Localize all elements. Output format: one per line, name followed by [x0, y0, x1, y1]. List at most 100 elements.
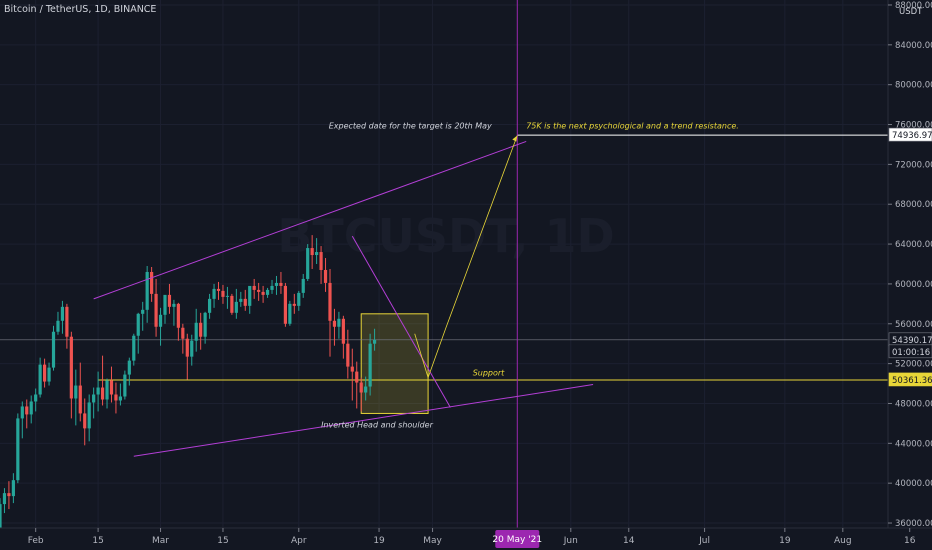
- price-tick-label: 64000.00: [895, 240, 932, 250]
- candle-body: [78, 385, 82, 414]
- candle: [29, 395, 33, 424]
- candle: [261, 285, 265, 303]
- candle: [83, 398, 87, 446]
- candle: [372, 328, 377, 351]
- candle: [234, 288, 238, 319]
- candle: [34, 388, 38, 412]
- candle-body: [279, 282, 283, 286]
- price-axis[interactable]: [888, 0, 932, 528]
- time-tick-label: 14: [623, 536, 635, 546]
- candle: [283, 282, 287, 327]
- time-axis[interactable]: [0, 528, 932, 550]
- candle-body: [38, 364, 42, 395]
- candle-body: [47, 367, 51, 382]
- candle-body: [11, 480, 15, 497]
- candle: [114, 382, 118, 414]
- candle-body: [51, 331, 56, 368]
- candles: [0, 235, 377, 533]
- candle-body: [0, 504, 2, 531]
- time-tick-label: Mar: [152, 536, 169, 546]
- candle: [51, 325, 56, 371]
- candle-body: [172, 303, 176, 307]
- candle-body: [194, 322, 198, 341]
- candle: [7, 481, 11, 510]
- annotation-resistance: 75K is the next psychological and a tren…: [526, 122, 739, 131]
- candle-body: [109, 380, 114, 395]
- candle: [78, 362, 82, 422]
- price-tick-label: 40000.00: [895, 479, 932, 489]
- date-marker: 20 May '21: [492, 530, 542, 548]
- candle: [332, 308, 337, 346]
- candle-body: [261, 291, 265, 295]
- candle: [225, 286, 230, 309]
- price-tick-label: 44000.00: [895, 439, 932, 449]
- time-tick-label: Apr: [291, 536, 307, 546]
- candle-body: [96, 387, 100, 395]
- time-tick-label: Feb: [28, 536, 44, 546]
- candle: [216, 281, 221, 300]
- candle: [136, 312, 140, 354]
- date-marker-bg: [495, 530, 540, 548]
- candle: [239, 291, 243, 307]
- candle-body: [65, 306, 69, 337]
- candle-body: [16, 418, 20, 481]
- candle-body: [221, 290, 225, 297]
- time-tick-label: May: [423, 536, 442, 546]
- candle-body: [301, 278, 305, 293]
- candle-body: [248, 285, 252, 306]
- price-tick-label: 72000.00: [895, 160, 932, 170]
- price-label-bg: [888, 372, 932, 387]
- trend-lines: [93, 140, 594, 457]
- price-tick-label: 68000.00: [895, 200, 932, 210]
- candle: [74, 369, 78, 426]
- time-tick-label: 19: [373, 536, 385, 546]
- price-tick-label: 84000.00: [895, 41, 932, 51]
- gridlines: [0, 0, 911, 528]
- candle-body: [20, 406, 24, 419]
- candle: [167, 283, 172, 314]
- candle: [123, 370, 127, 400]
- candle: [118, 383, 123, 406]
- candle: [47, 362, 51, 386]
- candle-body: [114, 394, 118, 401]
- candle-body: [181, 327, 185, 339]
- candle-body: [25, 406, 29, 415]
- lower-trend-line: [133, 384, 594, 457]
- candle-body: [212, 288, 216, 299]
- annotation-support: Support: [473, 369, 505, 378]
- projection-arrowhead: [512, 135, 518, 142]
- candle: [337, 311, 341, 339]
- candle: [199, 312, 203, 350]
- candle: [355, 361, 359, 409]
- price-label-bg: [888, 344, 932, 359]
- candle-body: [207, 298, 212, 313]
- candle-body: [190, 340, 194, 357]
- price-label-last: 54390.17: [888, 332, 932, 347]
- price-label-support: 50361.36: [888, 372, 932, 387]
- time-tick-label: 15: [217, 536, 228, 546]
- candle-body: [239, 298, 243, 302]
- candle-body: [132, 335, 136, 361]
- candle: [306, 244, 310, 281]
- candle-body: [141, 309, 145, 314]
- time-tick-label: Jul: [698, 536, 710, 546]
- candle: [292, 293, 296, 314]
- candle-body: [87, 402, 91, 429]
- candle: [145, 265, 149, 323]
- candle: [25, 399, 29, 429]
- candle: [190, 334, 194, 366]
- time-tick-label: 16: [904, 536, 916, 546]
- candle: [359, 377, 363, 412]
- candle-body: [364, 386, 368, 393]
- price-tick-label: 56000.00: [895, 320, 932, 330]
- candle: [0, 498, 2, 533]
- price-axis-ticks: 88000.00 84000.00 80000.00 76000.00 72000.00…: [888, 1, 932, 529]
- candle: [319, 246, 323, 284]
- candle-body: [230, 295, 234, 313]
- candle: [297, 290, 301, 311]
- price-label-target: 74936.97: [888, 127, 932, 142]
- candle-body: [234, 301, 238, 313]
- price-label-bg: [888, 127, 932, 142]
- candle: [368, 333, 372, 396]
